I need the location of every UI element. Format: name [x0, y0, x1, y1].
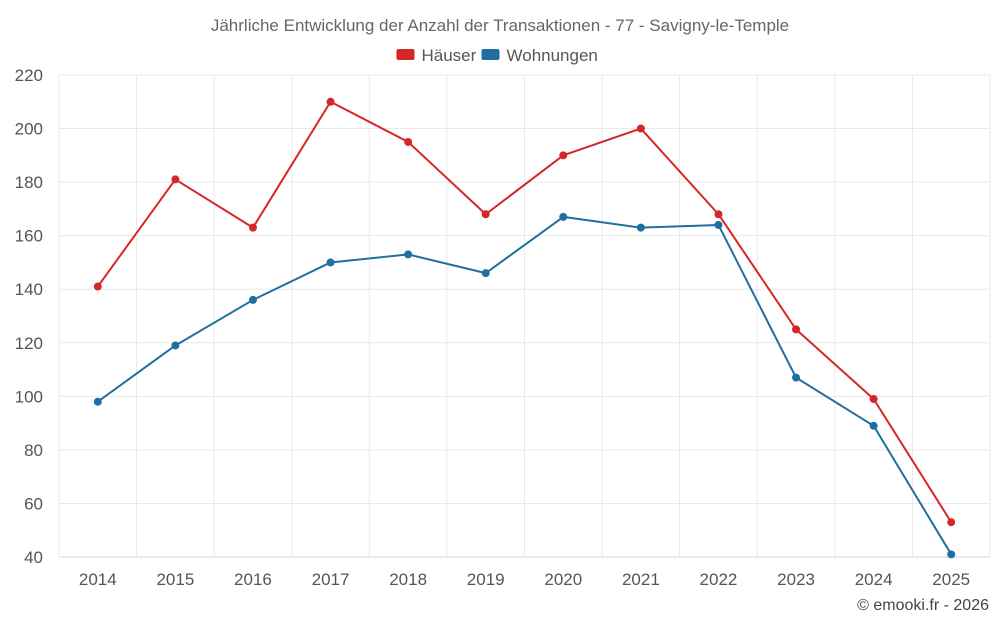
data-point[interactable] [326, 258, 335, 267]
legend-swatch [481, 49, 500, 60]
x-tick-label: 2024 [855, 570, 893, 589]
series-group [93, 97, 956, 559]
data-point[interactable] [481, 210, 490, 219]
y-tick-label: 100 [15, 387, 43, 406]
series-häuser [93, 97, 956, 527]
x-tick-label: 2014 [79, 570, 117, 589]
y-tick-label: 200 [15, 120, 43, 139]
x-tick-label: 2019 [467, 570, 505, 589]
y-axis: 40 60 80 100 120 140 160 180 200 220 [15, 66, 43, 567]
data-point[interactable] [171, 175, 180, 184]
y-tick-label: 80 [24, 441, 43, 460]
data-point[interactable] [636, 124, 645, 133]
data-point[interactable] [869, 421, 878, 430]
x-tick-label: 2017 [312, 570, 350, 589]
y-tick-label: 220 [15, 66, 43, 85]
data-point[interactable] [714, 220, 723, 229]
x-tick-label: 2023 [777, 570, 815, 589]
x-tick-label: 2022 [700, 570, 738, 589]
x-tick-label: 2020 [544, 570, 582, 589]
data-point[interactable] [326, 97, 335, 106]
y-tick-label: 120 [15, 334, 43, 353]
data-point[interactable] [93, 282, 102, 291]
series-line [97, 215, 953, 555]
data-point[interactable] [792, 325, 801, 334]
legend-label: Häuser [422, 46, 477, 65]
y-tick-label: 180 [15, 173, 43, 192]
series-wohnungen [93, 212, 956, 559]
data-point[interactable] [947, 550, 956, 559]
data-point[interactable] [481, 269, 490, 278]
x-tick-label: 2025 [932, 570, 970, 589]
data-point[interactable] [404, 137, 413, 146]
chart-title: Jährliche Entwicklung der Anzahl der Tra… [211, 16, 789, 35]
data-point[interactable] [559, 151, 568, 160]
data-point[interactable] [636, 223, 645, 232]
data-point[interactable] [714, 210, 723, 219]
data-point[interactable] [792, 373, 801, 382]
data-point[interactable] [248, 295, 257, 304]
series-line [96, 100, 953, 523]
data-point[interactable] [869, 395, 878, 404]
data-point[interactable] [171, 341, 180, 350]
data-point[interactable] [559, 212, 568, 221]
grid [58, 74, 991, 558]
credit-text: © emooki.fr - 2026 [857, 597, 989, 614]
legend-item-wohnungen[interactable]: Wohnungen [481, 46, 598, 65]
legend-item-häuser[interactable]: Häuser [396, 46, 477, 65]
data-point[interactable] [93, 397, 102, 406]
x-tick-label: 2018 [389, 570, 427, 589]
x-tick-label: 2016 [234, 570, 272, 589]
legend-swatch [396, 49, 415, 60]
y-tick-label: 40 [24, 548, 43, 567]
data-point[interactable] [248, 223, 257, 232]
y-tick-label: 160 [15, 227, 43, 246]
legend: Häuser Wohnungen [396, 46, 598, 65]
x-tick-label: 2021 [622, 570, 660, 589]
y-tick-label: 60 [24, 494, 43, 513]
x-axis: 2014 2015 2016 2017 2018 2019 2020 2021 2022 2023… [79, 570, 970, 589]
data-point[interactable] [947, 518, 956, 527]
x-tick-label: 2015 [156, 570, 194, 589]
legend-label: Wohnungen [507, 46, 598, 65]
data-point[interactable] [404, 250, 413, 259]
y-tick-label: 140 [15, 280, 43, 299]
